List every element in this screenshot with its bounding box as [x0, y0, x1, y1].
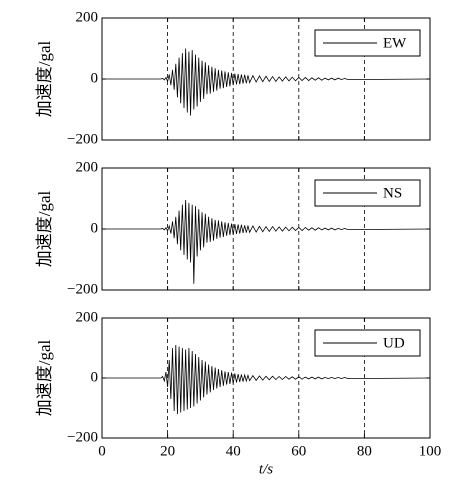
- axes-frame: [101, 167, 431, 291]
- legend-label: UD: [383, 335, 405, 351]
- y-tick-label: −200: [67, 281, 98, 297]
- y-tick-label: −200: [67, 429, 98, 445]
- legend-label: NS: [383, 185, 402, 201]
- legend-label: EW: [383, 35, 407, 51]
- axes-frame: [101, 317, 431, 439]
- x-tick-label: 80: [357, 443, 372, 459]
- y-tick-label: 0: [91, 70, 99, 86]
- waveform: [102, 344, 431, 415]
- x-tick-label: 20: [160, 443, 175, 459]
- y-axis-label: 加速度/gal: [35, 40, 54, 117]
- x-tick-label: 0: [98, 443, 106, 459]
- x-tick-label: 40: [226, 443, 241, 459]
- waveform: [102, 48, 431, 116]
- y-tick-label: −200: [67, 131, 98, 147]
- y-tick-label: 0: [91, 369, 99, 385]
- y-tick-label: 200: [76, 309, 99, 325]
- axes-frame: [101, 17, 431, 141]
- y-tick-label: 200: [76, 159, 99, 175]
- y-axis-label: 加速度/gal: [35, 190, 54, 267]
- y-tick-label: 0: [91, 220, 99, 236]
- x-tick-label: 100: [419, 443, 442, 459]
- y-tick-label: 200: [76, 9, 99, 25]
- y-axis-label: 加速度/gal: [35, 339, 54, 416]
- x-axis-label: t/s: [259, 461, 273, 477]
- waveform: [102, 200, 431, 284]
- x-tick-label: 60: [291, 443, 306, 459]
